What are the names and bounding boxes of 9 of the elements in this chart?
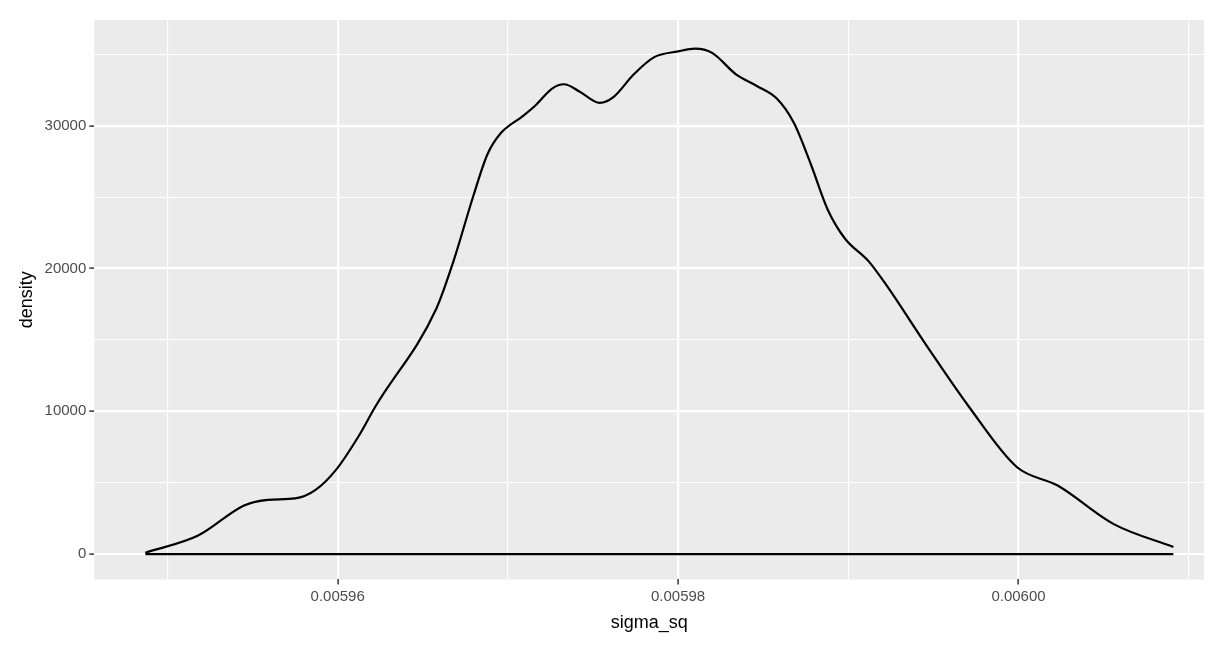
y-tick-label: 20000: [44, 258, 87, 276]
y-tick-label: 10000: [44, 401, 87, 419]
y-tick-label: 30000: [44, 115, 87, 133]
x-axis-title: sigma_sq: [610, 612, 688, 634]
y-tick-label: 0: [77, 544, 87, 562]
y-axis-title: density: [15, 271, 36, 329]
x-tick-label: 0.00596: [310, 586, 365, 604]
x-tick-label: 0.00598: [650, 586, 706, 604]
x-tick-label: 0.00600: [991, 586, 1046, 604]
